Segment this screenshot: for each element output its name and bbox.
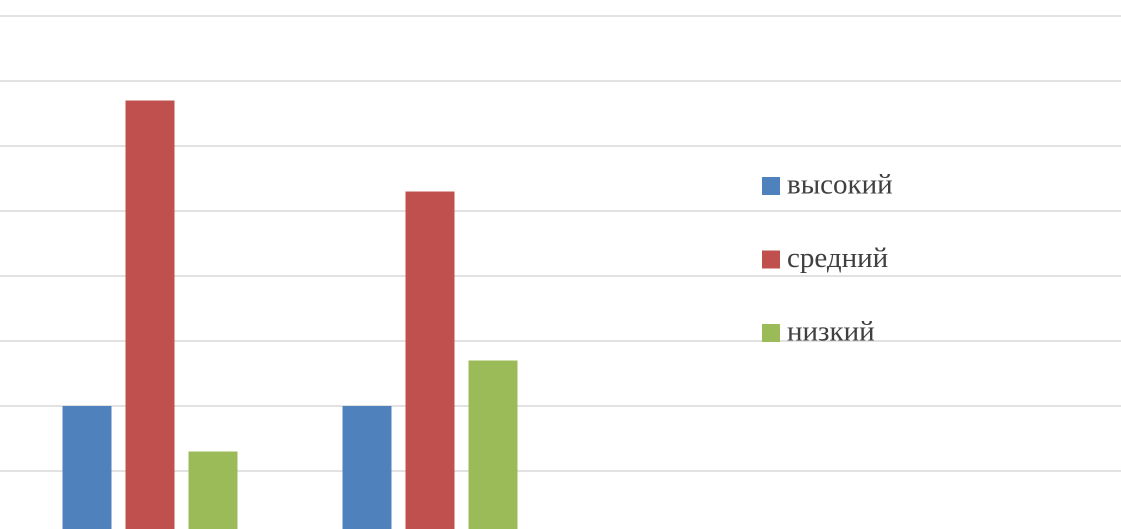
legend-label: высокий — [787, 169, 893, 201]
bar — [342, 406, 392, 529]
legend-swatch — [762, 324, 780, 342]
legend-swatch — [762, 250, 780, 269]
legend-label: средний — [787, 242, 888, 274]
bar — [405, 191, 455, 529]
bar — [468, 360, 518, 529]
bar — [62, 406, 112, 529]
bar — [188, 451, 238, 529]
legend-label: низкий — [787, 316, 875, 348]
bar — [125, 100, 175, 529]
legend-swatch — [762, 177, 780, 195]
